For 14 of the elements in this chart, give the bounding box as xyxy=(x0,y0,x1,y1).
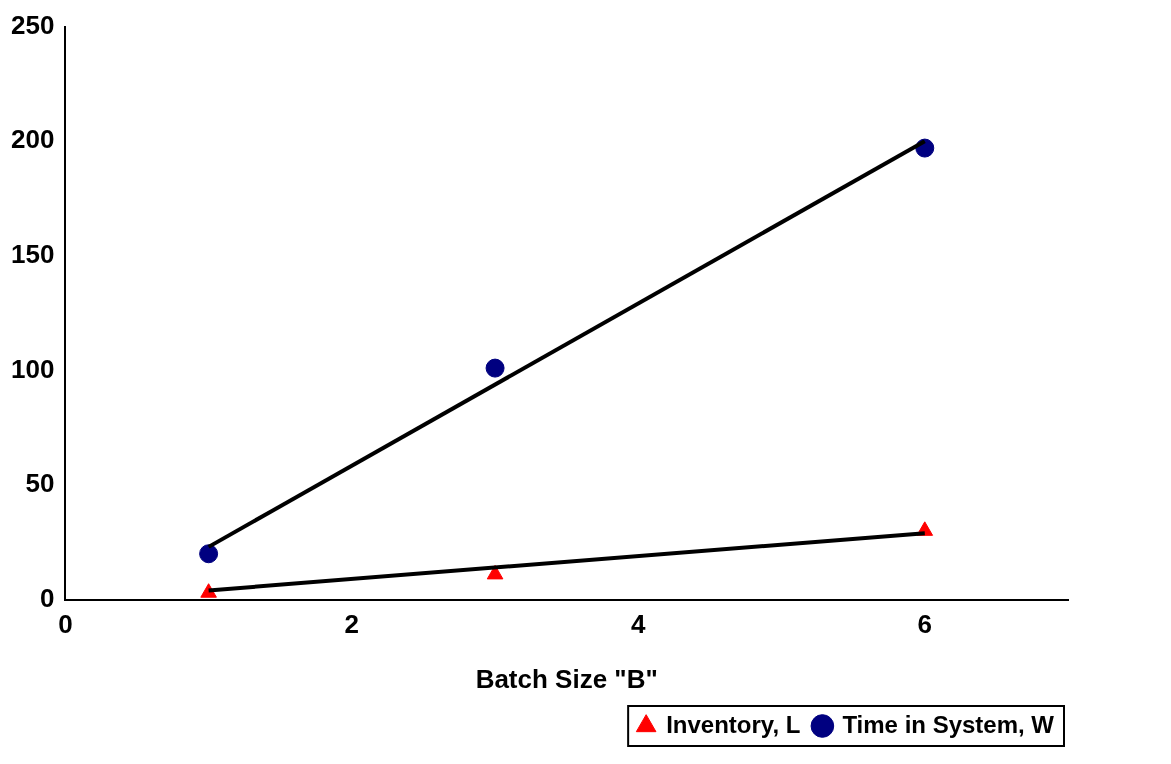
point xyxy=(486,564,504,580)
legend-label: Time in System, W xyxy=(842,710,1055,738)
point xyxy=(485,358,505,378)
y-tick-label: 50 xyxy=(25,468,55,499)
legend-label: Inventory, L xyxy=(666,710,801,738)
x-axis-title: Batch Size "B" xyxy=(475,663,658,694)
y-tick-label: 200 xyxy=(10,124,55,155)
x-tick-label: 4 xyxy=(631,609,647,640)
x-tick-label: 2 xyxy=(344,609,360,640)
y-tick-label: 100 xyxy=(10,353,55,384)
y-tick-label: 150 xyxy=(10,238,55,269)
x-tick-label: 6 xyxy=(917,609,932,640)
y-tick-label: 0 xyxy=(39,582,55,613)
y-tick-label: 250 xyxy=(10,9,55,40)
